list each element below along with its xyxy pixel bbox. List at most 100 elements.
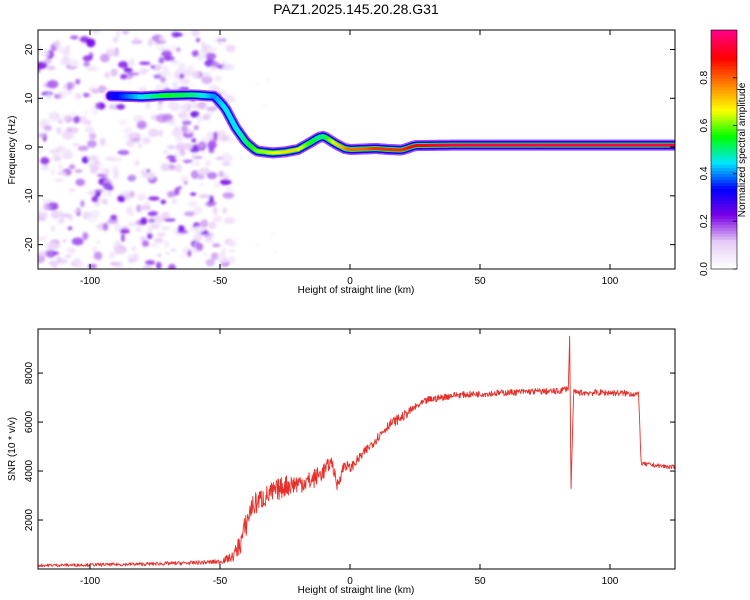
colorbar-segment <box>711 206 737 210</box>
colorbar-tick-label: 0.8 <box>699 70 710 84</box>
noise-blob <box>158 57 165 64</box>
colorbar-segment <box>711 110 737 115</box>
noise-blob <box>148 128 160 138</box>
noise-blob <box>136 193 147 201</box>
noise-blob <box>221 161 231 167</box>
noise-blob <box>38 206 43 214</box>
colorbar-segment <box>711 143 737 148</box>
colorbar-segment <box>711 38 737 43</box>
noise-blob <box>172 81 179 88</box>
noise-blob <box>188 200 198 208</box>
spectrogram-y-tick-label: -20 <box>24 237 35 252</box>
noise-blob <box>38 211 48 219</box>
noise-blob <box>128 174 137 180</box>
noise-blob <box>69 111 77 117</box>
snr-x-tick-label: 50 <box>474 576 486 587</box>
noise-blob <box>142 167 148 174</box>
spectrogram-x-tick-label: 0 <box>347 276 353 287</box>
snr-x-tick-label: 0 <box>347 576 353 587</box>
noise-blob <box>199 182 205 187</box>
noise-blob <box>201 75 213 85</box>
noise-blob <box>146 233 153 240</box>
noise-blob <box>156 232 166 237</box>
colorbar-segment <box>711 197 737 201</box>
noise-blob <box>150 65 156 69</box>
noise-blob <box>192 70 199 79</box>
noise-blob <box>91 30 101 35</box>
noise-blob <box>178 86 190 91</box>
colorbar-segment <box>711 230 737 234</box>
colorbar-segment <box>711 239 737 243</box>
noise-blob <box>220 60 227 65</box>
colorbar-segment <box>711 116 737 121</box>
noise-blob <box>45 243 55 251</box>
noise-blob <box>38 250 48 259</box>
colorbar-segment <box>711 119 737 124</box>
colorbar-segment <box>711 179 737 183</box>
colorbar-segment <box>711 233 737 237</box>
noise-blob <box>148 38 153 47</box>
noise-blob <box>161 211 170 220</box>
noise-blob <box>228 255 236 265</box>
noise-blob <box>50 167 56 177</box>
colorbar-segment <box>711 176 737 180</box>
noise-blob <box>115 104 126 110</box>
noise-blob <box>86 66 99 72</box>
noise-blob <box>208 221 217 230</box>
noise-blob <box>38 133 45 138</box>
noise-blob <box>62 115 70 121</box>
snr-x-tick-label: -50 <box>213 576 228 587</box>
noise-blob <box>147 211 159 217</box>
spectrogram-y-tick-label: 0 <box>24 144 35 150</box>
noise-blob <box>222 207 227 214</box>
colorbar-segment <box>711 218 737 222</box>
colorbar-segment <box>711 59 737 64</box>
noise-blob <box>125 206 134 215</box>
colorbar-segment <box>711 125 737 130</box>
noise-blob <box>135 226 142 233</box>
colorbar-segment <box>711 200 737 204</box>
colorbar-segment <box>711 251 737 255</box>
snr-series <box>38 335 675 568</box>
colorbar-segment <box>711 65 737 70</box>
noise-blob <box>198 193 210 199</box>
noise-blob <box>185 69 194 77</box>
noise-blob <box>56 90 66 99</box>
noise-blob <box>114 246 122 255</box>
noise-blob <box>57 171 68 176</box>
noise-blob <box>134 159 140 166</box>
noise-blob <box>110 214 118 221</box>
noise-blob <box>190 110 200 118</box>
noise-blob <box>183 211 195 217</box>
noise-blob <box>172 32 183 37</box>
colorbar-segment <box>711 221 737 225</box>
colorbar-segment <box>711 32 737 37</box>
noise-blob <box>88 209 100 218</box>
noise-blob <box>124 134 137 140</box>
noise-blob <box>158 129 163 138</box>
colorbar-segment <box>711 215 737 219</box>
noise-blob <box>122 30 129 35</box>
noise-blob <box>271 233 276 237</box>
noise-blob <box>178 62 186 69</box>
noise-blob <box>54 178 64 182</box>
noise-blob <box>225 187 234 191</box>
noise-blob <box>67 226 73 231</box>
noise-blob <box>38 149 43 154</box>
colorbar-segment <box>711 77 737 82</box>
noise-blob <box>214 76 222 82</box>
colorbar-segment <box>711 167 737 172</box>
colorbar-segment <box>711 83 737 88</box>
noise-blob <box>58 162 63 172</box>
noise-blob <box>196 115 203 124</box>
noise-blob <box>190 162 201 167</box>
noise-blob <box>91 90 100 94</box>
noise-blob <box>64 148 73 152</box>
noise-blob <box>104 71 111 79</box>
noise-blob <box>174 144 185 151</box>
noise-blob <box>166 190 176 198</box>
colorbar-segment <box>711 47 737 52</box>
noise-blob <box>200 219 209 229</box>
noise-blob <box>38 236 46 240</box>
noise-blob <box>136 204 142 213</box>
